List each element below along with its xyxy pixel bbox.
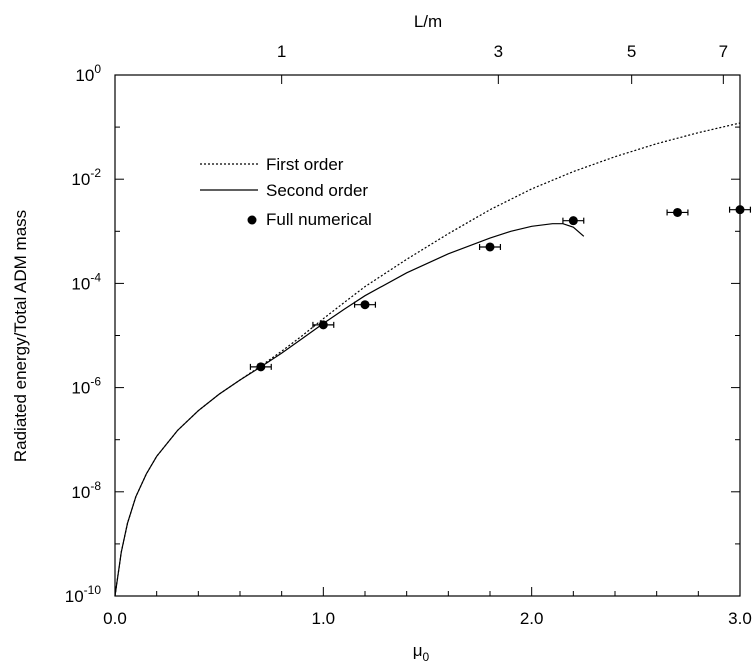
data-point: [360, 300, 370, 310]
y-tick-label: 10-2: [71, 166, 101, 189]
legend-label: First order: [266, 155, 344, 174]
plot-frame: [114, 74, 741, 597]
y-axis-title: Radiated energy/Total ADM mass: [11, 210, 30, 462]
data-point: [318, 320, 328, 330]
x-tick-label: 1.0: [312, 609, 336, 628]
y-tick-label: 10-6: [71, 375, 101, 398]
top-axis-title: L/m: [414, 12, 442, 31]
x-axis-title: μ0: [413, 641, 430, 661]
y-tick-exponent: -4: [90, 270, 101, 284]
legend-label: Full numerical: [266, 210, 372, 229]
legend-label: Second order: [266, 181, 368, 200]
legend: First order Second order Full numerical: [200, 155, 372, 229]
y-tick-base: 10: [75, 66, 94, 85]
x-tick-label: 3.0: [728, 609, 752, 628]
top-tick-label: 5: [627, 42, 636, 61]
y-tick-exponent: -2: [90, 166, 101, 180]
y-tick-exponent: -8: [90, 479, 101, 493]
y-tick-base: 10: [65, 587, 84, 606]
y-tick-label: 100: [75, 62, 101, 85]
y-tick-exponent: 0: [94, 62, 101, 76]
series-group: [114, 122, 752, 597]
y-tick-base: 10: [71, 379, 90, 398]
y-tick-exponent: -6: [90, 375, 101, 389]
plot-area-border: [114, 74, 741, 597]
y-tick-base: 10: [71, 483, 90, 502]
top-tick-label: 3: [494, 42, 503, 61]
y-tick-base: 10: [71, 170, 90, 189]
top-tick-label: 1: [277, 42, 286, 61]
y-tick-exponent: -10: [84, 583, 102, 597]
first-order-line: [114, 122, 741, 597]
data-point: [256, 362, 266, 372]
axis-ticks: [114, 74, 741, 597]
top-tick-label: 7: [719, 42, 728, 61]
data-point: [485, 242, 495, 252]
second-order-line: [114, 223, 585, 597]
data-point: [673, 207, 682, 217]
x-tick-label: 0.0: [103, 609, 127, 628]
y-tick-label: 10-8: [71, 479, 101, 502]
data-point: [568, 216, 578, 226]
y-tick-label: 10-4: [71, 270, 101, 293]
legend-marker: [247, 215, 257, 225]
data-point: [735, 205, 745, 215]
x-tick-label: 2.0: [520, 609, 544, 628]
y-tick-base: 10: [71, 274, 90, 293]
y-tick-label: 10-10: [65, 583, 102, 606]
